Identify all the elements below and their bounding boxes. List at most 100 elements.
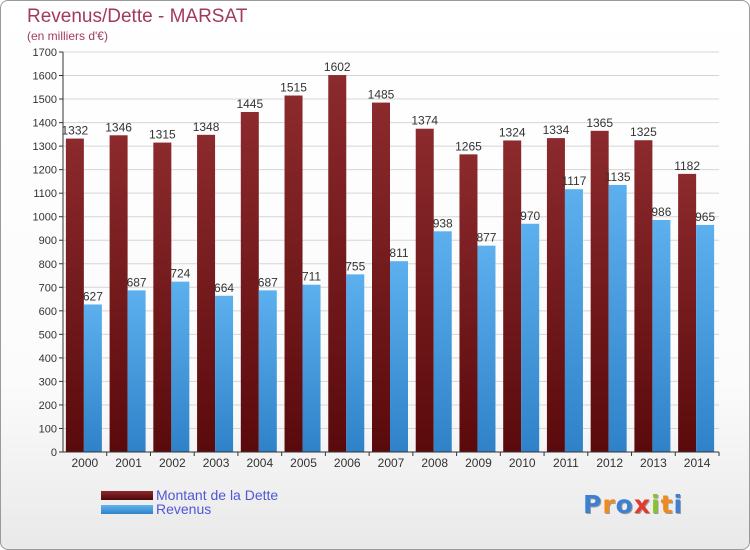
x-tick-label: 2004	[246, 456, 273, 470]
bar-revenus	[521, 223, 540, 452]
bar-revenus	[302, 284, 321, 452]
x-tick-label: 2012	[596, 456, 623, 470]
bar-debt-label: 1315	[149, 128, 176, 142]
logo-letter: r	[602, 490, 616, 519]
bar-revenus-label: 938	[433, 216, 453, 230]
legend-item-debt: Montant de la Dette	[101, 487, 279, 503]
bar-debt	[197, 134, 216, 452]
bar-revenus-label: 664	[214, 281, 234, 295]
axes	[62, 52, 719, 453]
y-tick-label: 1200	[33, 165, 57, 177]
bar-debt	[65, 138, 84, 452]
bars	[65, 75, 715, 453]
bar-debt	[459, 154, 478, 452]
logo-letter: i	[673, 490, 684, 519]
y-tick-label: 1700	[33, 47, 57, 59]
y-tick-label: 1100	[33, 188, 57, 200]
legend-swatch-revenus	[101, 504, 153, 514]
x-tick-label: 2011	[553, 456, 579, 470]
bar-debt-label: 1485	[368, 88, 395, 102]
bar-debt	[634, 140, 653, 452]
bar-revenus-label: 965	[695, 210, 715, 224]
x-tick-label: 2005	[290, 456, 317, 470]
legend: Montant de la Dette Revenus	[101, 487, 279, 517]
bar-revenus-label: 986	[651, 205, 671, 219]
y-tick-label: 600	[39, 306, 57, 318]
x-tick-label: 2013	[640, 456, 667, 470]
legend-label-debt: Montant de la Dette	[156, 487, 279, 503]
proxiti-logo: Proxiti	[583, 490, 683, 519]
bar-debt	[109, 135, 128, 452]
bar-revenus	[390, 261, 408, 452]
logo-letter: P	[583, 490, 603, 519]
bar-debt-label: 1602	[324, 60, 351, 74]
x-tick-label: 2010	[509, 456, 536, 470]
bar-debt-label: 1182	[674, 159, 700, 173]
x-tick-label: 2001	[115, 456, 142, 470]
data-labels: 1332 627 1346 687 1315 724 1348 664 1445 687 1515 7…	[62, 60, 716, 303]
y-tick-label: 800	[39, 259, 57, 271]
bar-debt-label: 1324	[499, 125, 526, 139]
bar-revenus-label: 877	[476, 231, 496, 245]
y-tick-label: 1600	[33, 71, 57, 83]
bar-debt-label: 1374	[411, 114, 438, 128]
x-tick-label: 2000	[72, 456, 99, 470]
y-tick-label: 300	[39, 376, 57, 388]
bar-revenus	[83, 304, 102, 452]
bar-debt	[240, 112, 259, 452]
y-tick-label: 900	[39, 235, 57, 247]
bar-revenus	[215, 295, 234, 452]
logo-letter: t	[660, 490, 674, 519]
logo-letter: o	[615, 490, 634, 519]
logo-letter: i	[651, 490, 661, 519]
x-axis-ticks: 2000 2001 2002 2003 2004 2005 2006 2007 2008 2009…	[72, 452, 720, 470]
bar-debt	[284, 95, 303, 452]
legend-item-revenus: Revenus	[101, 501, 278, 517]
bar-revenus-label: 711	[302, 270, 321, 284]
bar-debt-label: 1348	[193, 120, 220, 134]
bar-revenus-label: 755	[345, 259, 365, 273]
bar-debt	[590, 130, 609, 452]
x-tick-label: 2014	[684, 456, 711, 470]
bar-revenus	[346, 274, 365, 452]
bar-debt	[415, 128, 434, 452]
bar-revenus-label: 970	[520, 209, 540, 223]
bar-debt	[372, 102, 390, 453]
x-tick-label: 2006	[334, 456, 361, 470]
bar-debt-label: 1325	[630, 125, 657, 139]
legend-label-revenus: Revenus	[156, 501, 212, 517]
chart-title: Revenus/Dette - MARSAT	[27, 6, 248, 27]
bar-debt-label: 1332	[62, 124, 89, 138]
bar-debt-label: 1265	[455, 139, 482, 153]
bar-revenus	[696, 224, 715, 452]
bar-revenus-label: 687	[258, 275, 278, 289]
x-tick-label: 2003	[203, 456, 230, 470]
bar-debt	[328, 75, 347, 452]
bar-debt	[153, 142, 172, 452]
y-tick-label: 500	[39, 329, 57, 341]
bar-revenus	[608, 184, 627, 453]
bar-revenus	[171, 281, 190, 452]
chart-subtitle: (en milliers d'€)	[27, 29, 108, 43]
x-tick-label: 2002	[159, 456, 186, 470]
bar-revenus	[652, 220, 671, 452]
bar-revenus	[258, 290, 277, 452]
y-tick-label: 1500	[33, 94, 57, 106]
y-tick-label: 1000	[33, 212, 57, 224]
bar-debt-label: 1445	[236, 97, 263, 111]
legend-swatch-debt	[101, 490, 153, 500]
bar-debt	[678, 173, 697, 452]
y-tick-label: 0	[51, 447, 57, 459]
bar-revenus-label: 724	[170, 267, 190, 281]
bar-revenus-label: 811	[389, 246, 408, 260]
x-tick-label: 2007	[378, 456, 405, 470]
bar-revenus	[433, 231, 452, 452]
y-tick-label: 400	[39, 353, 57, 365]
bar-revenus-label: 1135	[605, 170, 631, 184]
x-tick-label: 2009	[465, 456, 492, 470]
y-tick-label: 1400	[33, 118, 57, 130]
y-tick-label: 100	[39, 423, 57, 435]
y-axis-ticks: 0 100 200 300 400 500 600 700 800 900 1000 1100 1200…	[33, 47, 63, 459]
